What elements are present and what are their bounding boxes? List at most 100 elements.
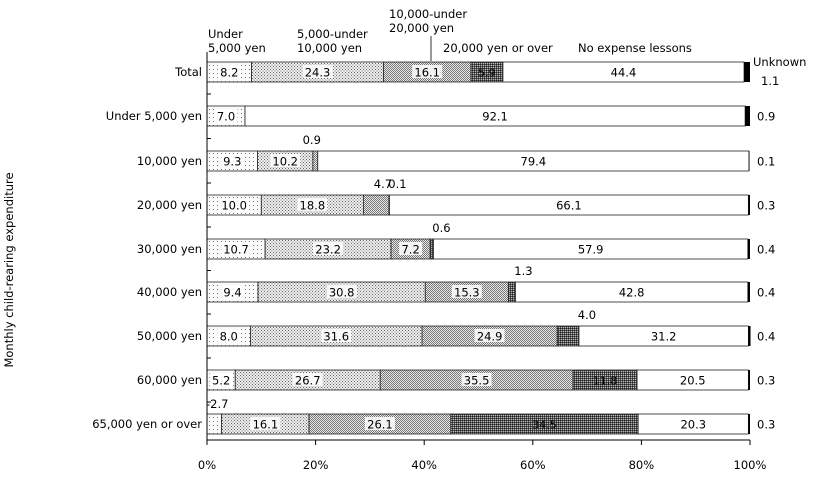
bar-segment: [748, 195, 750, 215]
data-label: 0.3: [757, 418, 775, 432]
data-label-bg: [678, 417, 709, 430]
data-label: 24.3: [305, 66, 331, 80]
bar-segment: [362, 194, 390, 216]
legend-label-under-5000: Under 5,000 yen: [208, 27, 266, 55]
data-label: 44.4: [611, 66, 637, 80]
data-label-bg: [480, 109, 511, 122]
category-label: 65,000 yen or over: [92, 417, 202, 431]
data-label-bg: [616, 285, 647, 298]
data-label: 1.1: [761, 74, 779, 88]
data-label-bg: [518, 154, 549, 167]
data-label: 23.2: [315, 243, 341, 257]
legend-label-10000-20000: 10,000-under 20,000 yen: [389, 7, 467, 35]
data-label-bg: [451, 285, 482, 298]
bar-segment: [206, 413, 223, 435]
data-label-bg: [250, 417, 281, 430]
data-label-bg: [221, 285, 244, 298]
legend-label-no-expense: No expense lessons: [578, 41, 692, 55]
data-label-bg: [214, 109, 238, 122]
data-label: 0.9: [757, 110, 775, 124]
data-label-bg: [608, 65, 639, 78]
category-label: 50,000 yen: [137, 329, 202, 343]
data-label-bg: [321, 329, 352, 342]
category-label: 10,000 yen: [137, 154, 202, 168]
data-label: 57.9: [578, 243, 604, 257]
data-label: 5.9: [478, 67, 496, 80]
category-label: Total: [174, 65, 202, 79]
data-label-bg: [217, 65, 241, 78]
data-label: 34.5: [532, 419, 557, 432]
x-tick-label: 20%: [303, 458, 329, 472]
data-label-bg: [648, 329, 679, 342]
data-label-bg: [209, 373, 233, 386]
x-tick-label: 80%: [629, 458, 655, 472]
x-tick-label: 100%: [734, 458, 767, 472]
data-label-bg: [217, 329, 241, 342]
data-label: -2.7: [206, 397, 228, 411]
data-label-bg: [575, 242, 606, 255]
data-label: 20.5: [680, 374, 706, 388]
data-label: 8.2: [220, 66, 238, 80]
data-label: 79.4: [521, 155, 547, 169]
data-label: 9.3: [223, 155, 241, 169]
data-label: 9.4: [223, 286, 241, 300]
data-label-bg: [313, 242, 344, 255]
data-label-bg: [221, 242, 252, 255]
bar-segment: [312, 150, 319, 172]
data-label: 16.1: [414, 66, 440, 80]
data-label-bg: [399, 242, 423, 255]
data-label: 0.1: [757, 155, 775, 169]
data-label-bg: [474, 329, 505, 342]
data-label: 0.4: [757, 243, 775, 257]
category-label: 60,000 yen: [137, 373, 202, 387]
data-label-bg: [461, 373, 492, 386]
data-label-bg: [364, 417, 395, 430]
category-label: 30,000 yen: [137, 242, 202, 256]
bar-segment: [748, 326, 751, 346]
data-label: 0.3: [757, 199, 775, 213]
data-label: 0.4: [757, 330, 775, 344]
data-label: 5.2: [212, 374, 230, 388]
data-label-bg: [270, 154, 301, 167]
data-label: 20.3: [680, 418, 706, 432]
data-label-bg: [412, 65, 443, 78]
data-label-bg: [220, 154, 244, 167]
data-label: 24.9: [477, 330, 503, 344]
data-label: 0.6: [432, 221, 450, 235]
data-label: 7.0: [217, 110, 235, 124]
y-axis-title: Monthly child-rearing expenditure: [2, 172, 16, 367]
bar-segment: [507, 281, 516, 303]
data-label-bg: [326, 285, 357, 298]
data-label: 18.8: [300, 199, 326, 213]
category-label: Under 5,000 yen: [106, 109, 202, 123]
data-label: 10.7: [223, 243, 249, 257]
data-label: 0.3: [757, 374, 775, 388]
data-label: 0.9: [303, 133, 321, 147]
data-label: 35.5: [464, 374, 490, 388]
data-label: 30.8: [329, 286, 355, 300]
bar-segment: [748, 151, 750, 171]
data-label: 7.2: [401, 243, 419, 257]
category-label: 40,000 yen: [137, 285, 202, 299]
x-tick-label: 0%: [198, 458, 216, 472]
data-label: 42.8: [619, 286, 645, 300]
bar-segment: [556, 325, 580, 347]
legend-label-unknown: Unknown: [753, 55, 806, 69]
legend-label-5000-10000: 5,000-under 10,000 yen: [297, 27, 368, 55]
bar-segment: [747, 282, 750, 302]
data-label: 8.0: [220, 330, 238, 344]
data-label: 4.0: [578, 308, 596, 322]
data-label-bg: [297, 198, 328, 211]
data-label: 31.6: [323, 330, 349, 344]
data-label-bg: [302, 65, 333, 78]
data-label-bg: [292, 373, 323, 386]
data-label: 1.3: [514, 264, 532, 278]
data-label: 92.1: [482, 110, 508, 124]
data-label: 11.8: [593, 375, 618, 388]
data-label: 66.1: [556, 199, 582, 213]
data-label: 31.2: [651, 330, 677, 344]
bar-segment: [745, 106, 750, 126]
data-label: 10.2: [272, 155, 298, 169]
data-label: 26.7: [295, 374, 321, 388]
